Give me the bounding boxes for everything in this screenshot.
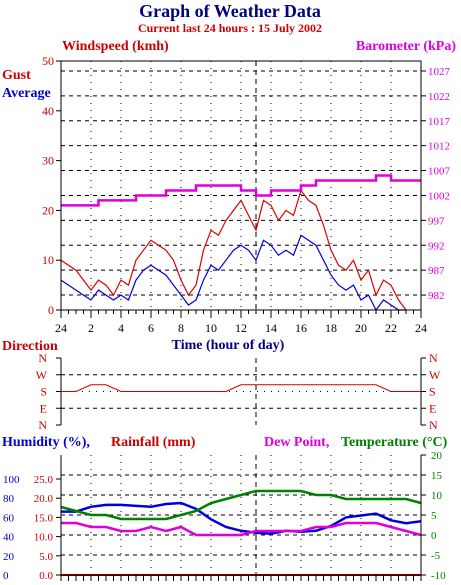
humidity-series-line [61,501,422,535]
barometer-y-tick-label: 982 [428,290,445,302]
rainfall-tick-label: 25.0 [34,474,54,486]
direction-series-line [61,384,421,392]
time-x-tick-label: 10 [205,321,217,335]
wind-panel: Windspeed (kmh) Barometer (kPa) Gust Ave… [2,39,456,353]
humidity-tick-label: 80 [3,493,15,505]
gust-series-line [60,189,407,311]
barometer-y-tick-label: 992 [428,240,445,252]
time-x-tick-label: 12 [235,321,247,335]
wind-y-tick-label: 40 [42,104,54,118]
direction-left-label: S [40,385,47,399]
time-x-tick-label: 24 [415,321,427,335]
barometer-y-tick-label: 1007 [428,166,451,178]
temperature-axis-title: Temperature (°C) [341,435,448,450]
barometer-series-line [61,174,421,207]
time-x-tick-label: 6 [148,321,154,335]
average-series-line [60,234,406,312]
rainfall-tick-label: 5.0 [39,551,53,563]
temperature-tick-label: 20 [431,450,443,462]
temperature-tick-label: -5 [431,550,441,562]
humidity-tick-label: 60 [3,512,15,524]
barometer-axis-title: Barometer (kPa) [356,39,457,54]
dew-point-series-line [61,521,422,537]
time-x-tick-label: 14 [265,321,277,335]
chart-subtitle: Current last 24 hours : 15 July 2002 [138,21,322,35]
climate-panel: Humidity (%), Rainfall (mm) Dew Point, T… [2,435,448,582]
barometer-y-tick-label: 1017 [428,116,451,128]
temperature-series-line [60,489,422,521]
barometer-y-tick-label: 1022 [428,91,450,103]
direction-right-label: E [429,401,436,415]
rainfall-tick-label: 20.0 [34,493,54,505]
time-x-tick-label: 16 [295,321,307,335]
rainfall-tick-label: 10.0 [34,532,54,544]
time-x-tick-label: 4 [118,321,124,335]
humidity-tick-label: 0 [3,570,9,582]
temperature-tick-label: 0 [431,530,437,542]
barometer-y-tick-label: 987 [428,265,445,277]
direction-panel: Direction N NW WS SE EN N [2,339,441,432]
direction-left-label: N [38,418,47,432]
humidity-tick-label: 20 [3,551,15,563]
wind-y-tick-label: 50 [42,54,54,68]
barometer-y-tick-label: 1002 [428,190,450,202]
wind-y-tick-label: 0 [48,303,54,317]
temperature-tick-label: 5 [431,510,437,522]
gust-legend-label: Gust [2,68,31,83]
time-x-tick-label: 20 [355,321,367,335]
temperature-tick-label: -10 [431,570,446,582]
direction-title: Direction [2,339,58,354]
rainfall-tick-label: 15.0 [34,512,54,524]
direction-right-label: S [429,385,436,399]
temperature-tick-label: 15 [431,470,443,482]
wind-y-tick-label: 20 [42,203,54,217]
barometer-y-tick-label: 997 [428,215,445,227]
direction-left-label: E [40,401,47,415]
humidity-tick-label: 40 [3,532,15,544]
humidity-tick-label: 100 [3,474,20,486]
chart-title: Graph of Weather Data [139,1,321,21]
wind-y-tick-label: 30 [42,154,54,168]
rainfall-axis-title: Rainfall (mm) [111,435,196,450]
rainfall-tick-label: 0.0 [39,570,53,582]
barometer-y-tick-label: 1012 [428,141,450,153]
humidity-axis-title: Humidity (%), [2,435,90,450]
direction-right-label: N [429,351,438,365]
barometer-y-tick-label: 1027 [428,66,451,78]
wind-y-tick-label: 10 [42,253,54,267]
time-x-tick-label: 24 [55,321,67,335]
temperature-tick-label: 10 [431,490,443,502]
windspeed-axis-title: Windspeed (kmh) [62,39,169,54]
direction-right-label: W [429,368,441,382]
direction-left-label: W [36,368,48,382]
time-x-tick-label: 8 [178,321,184,335]
average-legend-label: Average [2,86,51,101]
time-x-tick-label: 18 [325,321,337,335]
dew-point-axis-title: Dew Point, [264,435,329,450]
time-axis-title: Time (hour of day) [172,338,285,353]
time-x-tick-label: 2 [88,321,94,335]
direction-left-label: N [38,351,47,365]
direction-right-label: N [429,418,438,432]
time-x-tick-label: 22 [385,321,397,335]
